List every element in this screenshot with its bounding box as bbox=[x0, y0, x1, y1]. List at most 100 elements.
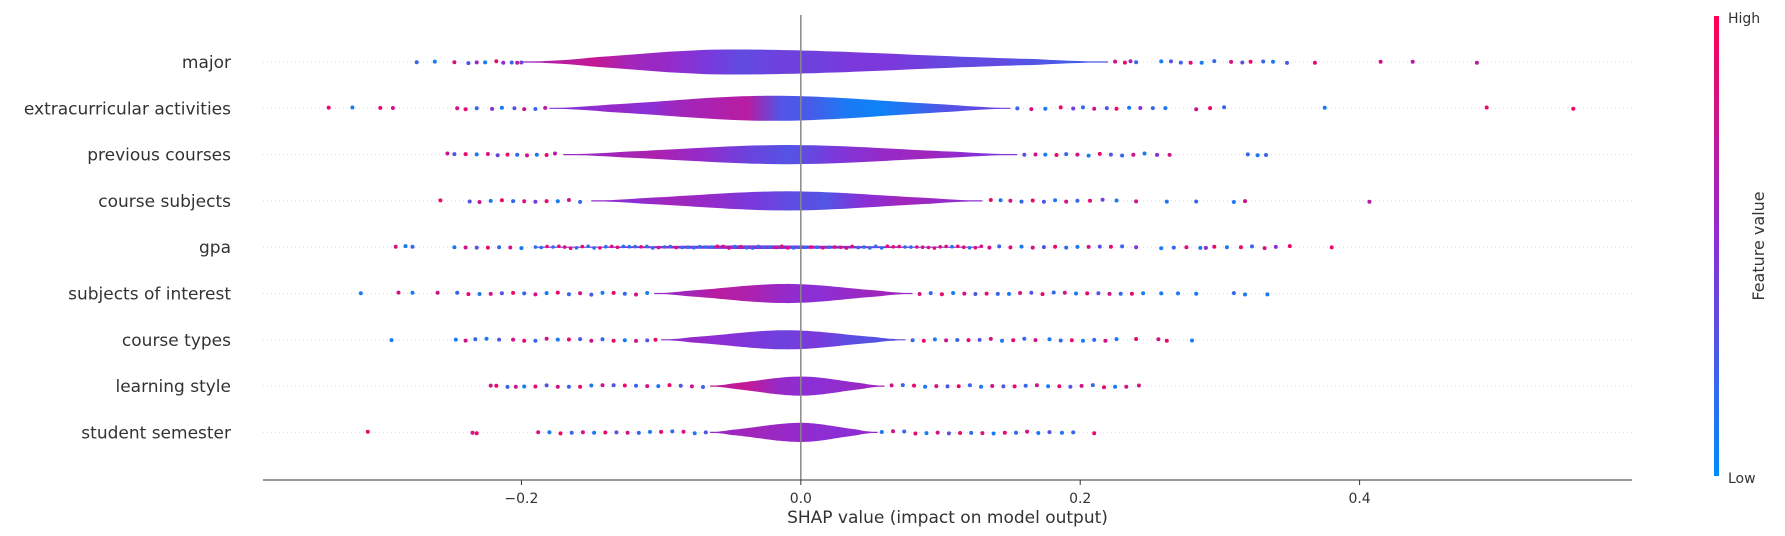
shap-point bbox=[622, 291, 627, 296]
shap-point bbox=[1156, 337, 1161, 342]
shap-point bbox=[1114, 337, 1119, 342]
shap-point bbox=[435, 290, 440, 295]
shap-point bbox=[533, 338, 538, 343]
shap-point bbox=[499, 198, 504, 203]
shap-point bbox=[1155, 152, 1159, 157]
violin-shape bbox=[563, 145, 1018, 165]
shap-point bbox=[674, 245, 678, 250]
shap-point bbox=[934, 384, 939, 389]
shap-point bbox=[1142, 151, 1147, 156]
x-tick-label: 0.2 bbox=[1069, 491, 1091, 507]
shap-point bbox=[1134, 245, 1139, 250]
shap-point bbox=[455, 106, 460, 111]
shap-point bbox=[1150, 106, 1155, 111]
shap-point bbox=[815, 245, 819, 249]
colorbar: High Low Feature value bbox=[1714, 11, 1768, 487]
feature-label: previous courses bbox=[87, 146, 231, 166]
shap-point bbox=[1255, 153, 1260, 158]
shap-point bbox=[1053, 198, 1058, 203]
shap-point bbox=[463, 338, 468, 343]
x-tick-label: 0.4 bbox=[1348, 491, 1370, 507]
shap-point bbox=[515, 60, 520, 65]
shap-point bbox=[1075, 244, 1080, 249]
shap-point bbox=[615, 245, 620, 250]
shap-point bbox=[495, 153, 500, 158]
shap-point bbox=[1057, 384, 1062, 389]
shap-point bbox=[995, 291, 1000, 296]
shap-point bbox=[539, 245, 544, 250]
violin-shape bbox=[521, 49, 1109, 75]
shap-point bbox=[1081, 338, 1085, 343]
shap-point bbox=[897, 244, 901, 249]
shap-point bbox=[945, 384, 950, 389]
shap-point bbox=[473, 337, 478, 342]
shap-point bbox=[1194, 107, 1199, 112]
shap-point bbox=[508, 245, 513, 250]
shap-point bbox=[1019, 244, 1024, 249]
shap-point bbox=[967, 383, 972, 388]
shap-point bbox=[519, 60, 524, 65]
shap-point bbox=[1018, 291, 1023, 295]
shap-point bbox=[838, 245, 843, 250]
shap-point bbox=[452, 152, 457, 157]
shap-point bbox=[653, 337, 658, 342]
shap-point bbox=[1141, 291, 1146, 296]
shap-point bbox=[721, 244, 725, 249]
shap-point bbox=[1171, 245, 1176, 250]
shap-point bbox=[1129, 291, 1134, 296]
shap-point bbox=[1287, 244, 1292, 249]
x-tick-label: −0.2 bbox=[504, 491, 538, 507]
shap-point bbox=[932, 246, 937, 250]
shap-point bbox=[928, 291, 933, 296]
shap-point bbox=[803, 245, 808, 250]
shap-point bbox=[667, 383, 672, 388]
shap-point bbox=[509, 60, 514, 65]
shap-point bbox=[410, 244, 415, 249]
shap-point bbox=[950, 244, 954, 249]
shap-point bbox=[1046, 384, 1051, 389]
shap-point bbox=[1051, 290, 1056, 295]
shap-point bbox=[562, 245, 567, 249]
shap-point bbox=[1047, 430, 1052, 435]
feature-label: major bbox=[182, 53, 231, 73]
shap-point bbox=[909, 245, 913, 249]
shap-point bbox=[488, 383, 493, 388]
shap-point bbox=[1040, 292, 1045, 297]
shap-point bbox=[1108, 152, 1113, 157]
shap-point bbox=[988, 198, 993, 202]
shap-point bbox=[939, 292, 944, 297]
shap-point bbox=[1054, 153, 1059, 157]
shap-point bbox=[488, 198, 493, 203]
shap-point bbox=[589, 338, 594, 343]
shap-point bbox=[1128, 59, 1133, 64]
shap-point bbox=[609, 244, 614, 249]
shap-point bbox=[1007, 291, 1011, 296]
shap-point bbox=[1212, 59, 1217, 64]
shap-point bbox=[463, 152, 468, 157]
shap-point bbox=[1086, 244, 1091, 249]
shap-point bbox=[809, 245, 813, 249]
shap-point bbox=[681, 429, 686, 434]
shap-point bbox=[1159, 246, 1164, 251]
shap-point bbox=[586, 244, 590, 249]
shap-point bbox=[966, 338, 971, 343]
shap-point bbox=[1484, 105, 1489, 110]
shap-point bbox=[551, 245, 555, 249]
shap-point bbox=[627, 244, 632, 249]
shap-point bbox=[998, 198, 1003, 203]
shap-point bbox=[390, 106, 395, 110]
shap-point bbox=[1265, 292, 1270, 297]
shap-point bbox=[1097, 151, 1102, 156]
shap-point bbox=[1250, 244, 1254, 249]
shap-point bbox=[463, 245, 468, 250]
shap-point bbox=[1092, 337, 1097, 342]
shap-point bbox=[490, 106, 495, 111]
shap-point bbox=[488, 291, 493, 296]
shap-point bbox=[600, 337, 605, 342]
shap-point bbox=[920, 245, 925, 249]
shap-point bbox=[1188, 60, 1193, 65]
shap-point bbox=[856, 245, 860, 250]
shap-point bbox=[912, 383, 916, 388]
shap-point bbox=[1001, 384, 1006, 389]
violin-shape bbox=[591, 191, 983, 211]
